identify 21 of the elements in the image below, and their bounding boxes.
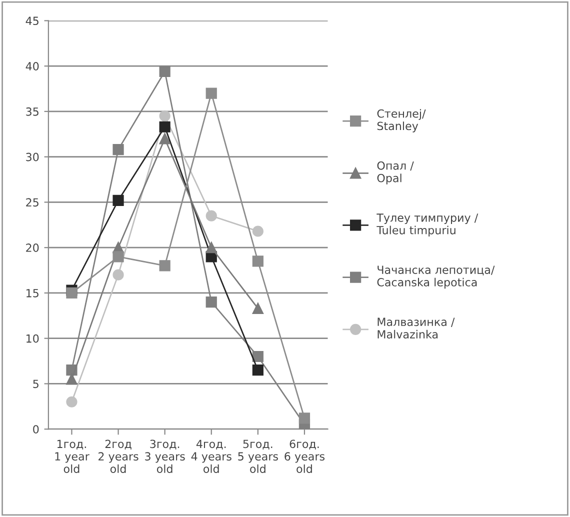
legend-label: Чачанска лепотица/ Cacanska lepotica bbox=[377, 266, 495, 289]
y-tick-label: 20 bbox=[26, 244, 39, 252]
legend-label: Малвазинка / Malvazinka bbox=[378, 318, 455, 339]
legend-label: Опал / Opal bbox=[377, 161, 414, 184]
y-tick-label: 45 bbox=[26, 16, 38, 26]
x-tick-label: 3год. 3 years old bbox=[145, 440, 185, 474]
y-tick-label: 10 bbox=[26, 334, 39, 343]
x-tick-label: 5год. 5 years old bbox=[238, 440, 278, 474]
y-tick-label: 25 bbox=[26, 198, 38, 207]
x-tick-label: 6год. 6 years old bbox=[284, 440, 325, 474]
legend-label: Стенлеј/ Stanley bbox=[377, 109, 426, 132]
x-tick-label: 1год. 1 year old bbox=[55, 440, 90, 474]
legend-label: Тулеу тимпуриу / Tuleu timpuriu bbox=[376, 214, 478, 236]
x-tick-label: 2год 2 years old bbox=[98, 440, 138, 474]
y-tick-label: 15 bbox=[26, 289, 38, 298]
y-tick-label: 0 bbox=[33, 425, 39, 434]
y-tick-label: 40 bbox=[26, 62, 39, 70]
y-tick-label: 30 bbox=[26, 152, 39, 162]
y-tick-label: 5 bbox=[33, 380, 38, 388]
x-tick-label: 4год. 4 years old bbox=[191, 440, 232, 474]
y-tick-label: 35 bbox=[26, 107, 38, 116]
